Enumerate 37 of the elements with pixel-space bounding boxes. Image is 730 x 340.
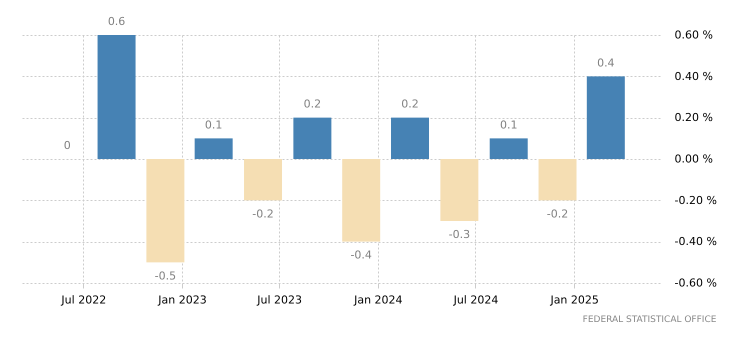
y-tick-label: -0.60 % bbox=[674, 276, 717, 290]
data-label: 0.2 bbox=[401, 98, 419, 111]
data-label: 0.6 bbox=[108, 15, 126, 28]
y-tick-label: -0.20 % bbox=[674, 194, 717, 207]
data-label: -0.3 bbox=[448, 228, 470, 241]
data-label: 0 bbox=[64, 139, 71, 152]
bar bbox=[586, 76, 625, 159]
x-tick-label: Jul 2022 bbox=[60, 294, 106, 306]
x-tick-label: Jul 2024 bbox=[452, 294, 498, 306]
x-tick-label: Jan 2025 bbox=[549, 294, 599, 306]
y-tick-label: 0.20 % bbox=[674, 111, 713, 124]
y-tick-label: 0.00 % bbox=[674, 152, 713, 166]
x-tick-label: Jul 2023 bbox=[256, 294, 302, 306]
data-label: -0.2 bbox=[546, 207, 568, 220]
bar bbox=[440, 159, 478, 221]
bar bbox=[244, 159, 282, 200]
bar bbox=[146, 159, 184, 262]
x-tick-label: Jan 2024 bbox=[353, 294, 403, 306]
bar bbox=[194, 138, 233, 159]
bar bbox=[391, 118, 430, 159]
bar bbox=[293, 118, 332, 159]
bar bbox=[342, 159, 380, 242]
data-label: 0.4 bbox=[597, 56, 615, 70]
data-label: 0.1 bbox=[500, 118, 518, 132]
data-label: -0.4 bbox=[350, 248, 372, 262]
bar bbox=[98, 35, 136, 159]
data-label: 0.1 bbox=[204, 118, 222, 132]
data-label: -0.5 bbox=[154, 269, 176, 282]
y-tick-label: -0.40 % bbox=[674, 235, 717, 248]
x-tick-label: Jan 2023 bbox=[157, 294, 207, 306]
bar bbox=[538, 159, 577, 200]
text: FEDERAL STATISTICAL OFFICE bbox=[582, 315, 717, 325]
y-tick-label: 0.60 % bbox=[674, 28, 713, 42]
bar bbox=[490, 138, 528, 159]
data-label: -0.2 bbox=[252, 207, 274, 220]
y-tick-label: 0.40 % bbox=[674, 70, 713, 83]
data-label: 0.2 bbox=[304, 98, 322, 111]
